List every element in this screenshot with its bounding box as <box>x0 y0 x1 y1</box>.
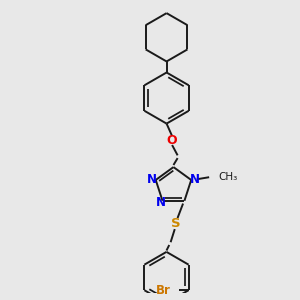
Text: S: S <box>171 217 181 230</box>
Text: N: N <box>190 173 200 186</box>
Text: N: N <box>147 173 157 186</box>
Text: N: N <box>156 196 166 209</box>
Text: CH₃: CH₃ <box>218 172 237 182</box>
Text: O: O <box>167 134 177 147</box>
Text: Br: Br <box>156 284 171 297</box>
